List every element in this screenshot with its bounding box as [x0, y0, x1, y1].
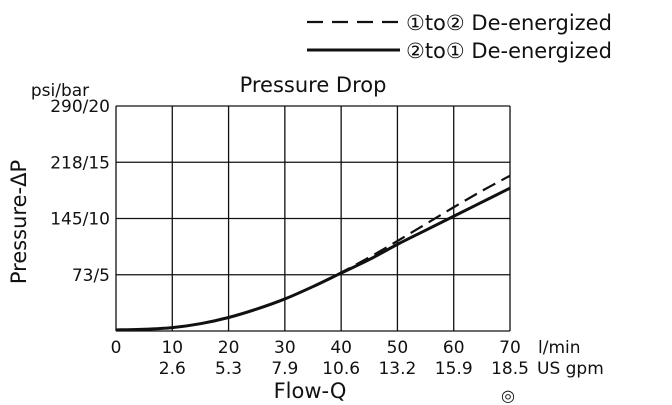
legend-label-1to2: ①to② De-energized: [406, 11, 612, 35]
x-tick-labels-primary: 0 10 20 30 40 50 60 70: [111, 338, 521, 358]
x-tick-label-primary: 70: [499, 338, 521, 358]
x-tick-label-secondary: 18.5: [491, 359, 529, 379]
y-unit-label: psi/bar: [31, 81, 89, 101]
x-tick-label-primary: 50: [387, 338, 409, 358]
legend: ①to② De-energized ②to① De-energized: [307, 11, 612, 63]
x-unit-primary: l/min: [538, 338, 581, 358]
series-layer: [115, 174, 511, 332]
series-line-1to2: [115, 174, 511, 331]
x-tick-label-primary: 40: [330, 338, 352, 358]
legend-label-2to1: ②to① De-energized: [406, 39, 612, 63]
y-tick-label: 73/5: [72, 266, 110, 286]
y-axis-label: Pressure-ΔP: [7, 160, 31, 284]
x-tick-label-primary: 10: [161, 338, 183, 358]
y-tick-label: 145/10: [50, 210, 110, 230]
x-tick-label-primary: 0: [111, 338, 122, 358]
x-axis-label: Flow-Q: [274, 379, 347, 403]
x-tick-label-primary: 60: [443, 338, 465, 358]
x-tick-label-secondary: 7.9: [271, 359, 298, 379]
x-unit-secondary: US gpm: [537, 359, 604, 379]
y-tick-label: 290/20: [50, 97, 110, 117]
y-tick-label: 218/15: [50, 153, 110, 173]
chart-title: Pressure Drop: [240, 73, 387, 97]
x-tick-label-primary: 30: [274, 338, 296, 358]
x-tick-labels-secondary: 2.6 5.3 7.9 10.6 13.2 15.9 18.5: [159, 359, 529, 379]
footnote-symbol: ◎: [501, 386, 515, 405]
x-tick-label-secondary: 13.2: [378, 359, 416, 379]
series-line-2to1: [115, 186, 511, 332]
x-tick-label-secondary: 10.6: [322, 359, 360, 379]
x-tick-label-secondary: 15.9: [435, 359, 473, 379]
x-tick-label-secondary: 5.3: [215, 359, 242, 379]
grid: [115, 105, 511, 332]
x-tick-label-secondary: 2.6: [159, 359, 186, 379]
x-tick-label-primary: 20: [218, 338, 240, 358]
y-tick-labels: 73/5 145/10 218/15 290/20: [50, 97, 110, 286]
